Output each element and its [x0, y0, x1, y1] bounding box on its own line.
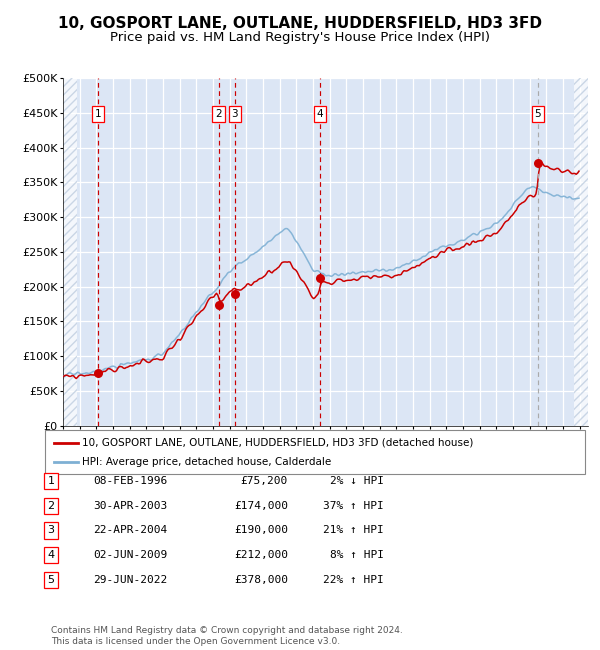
Text: £75,200: £75,200	[241, 476, 288, 486]
Text: 5: 5	[47, 575, 55, 585]
Text: HPI: Average price, detached house, Calderdale: HPI: Average price, detached house, Cald…	[82, 457, 331, 467]
Bar	[574, 78, 588, 426]
Text: Contains HM Land Registry data © Crown copyright and database right 2024.: Contains HM Land Registry data © Crown c…	[51, 626, 403, 635]
Text: 8% ↑ HPI: 8% ↑ HPI	[330, 550, 384, 560]
Text: £378,000: £378,000	[234, 575, 288, 585]
Text: 08-FEB-1996: 08-FEB-1996	[93, 476, 167, 486]
Text: 02-JUN-2009: 02-JUN-2009	[93, 550, 167, 560]
Text: 22-APR-2004: 22-APR-2004	[93, 525, 167, 536]
Text: 3: 3	[47, 525, 55, 536]
Bar	[63, 78, 77, 426]
Text: 1: 1	[95, 109, 101, 119]
Text: 29-JUN-2022: 29-JUN-2022	[93, 575, 167, 585]
Text: 4: 4	[317, 109, 323, 119]
Text: £190,000: £190,000	[234, 525, 288, 536]
Text: 1: 1	[47, 476, 55, 486]
Text: 10, GOSPORT LANE, OUTLANE, HUDDERSFIELD, HD3 3FD (detached house): 10, GOSPORT LANE, OUTLANE, HUDDERSFIELD,…	[82, 437, 473, 448]
Text: 2% ↓ HPI: 2% ↓ HPI	[330, 476, 384, 486]
Text: 4: 4	[47, 550, 55, 560]
Text: 37% ↑ HPI: 37% ↑ HPI	[323, 500, 384, 511]
Text: 5: 5	[535, 109, 541, 119]
Text: 30-APR-2003: 30-APR-2003	[93, 500, 167, 511]
Text: Price paid vs. HM Land Registry's House Price Index (HPI): Price paid vs. HM Land Registry's House …	[110, 31, 490, 44]
Text: 2: 2	[215, 109, 222, 119]
Text: £174,000: £174,000	[234, 500, 288, 511]
Text: 22% ↑ HPI: 22% ↑ HPI	[323, 575, 384, 585]
Text: This data is licensed under the Open Government Licence v3.0.: This data is licensed under the Open Gov…	[51, 637, 340, 646]
Text: 2: 2	[47, 500, 55, 511]
Text: £212,000: £212,000	[234, 550, 288, 560]
Text: 3: 3	[232, 109, 238, 119]
Text: 10, GOSPORT LANE, OUTLANE, HUDDERSFIELD, HD3 3FD: 10, GOSPORT LANE, OUTLANE, HUDDERSFIELD,…	[58, 16, 542, 31]
Text: 21% ↑ HPI: 21% ↑ HPI	[323, 525, 384, 536]
